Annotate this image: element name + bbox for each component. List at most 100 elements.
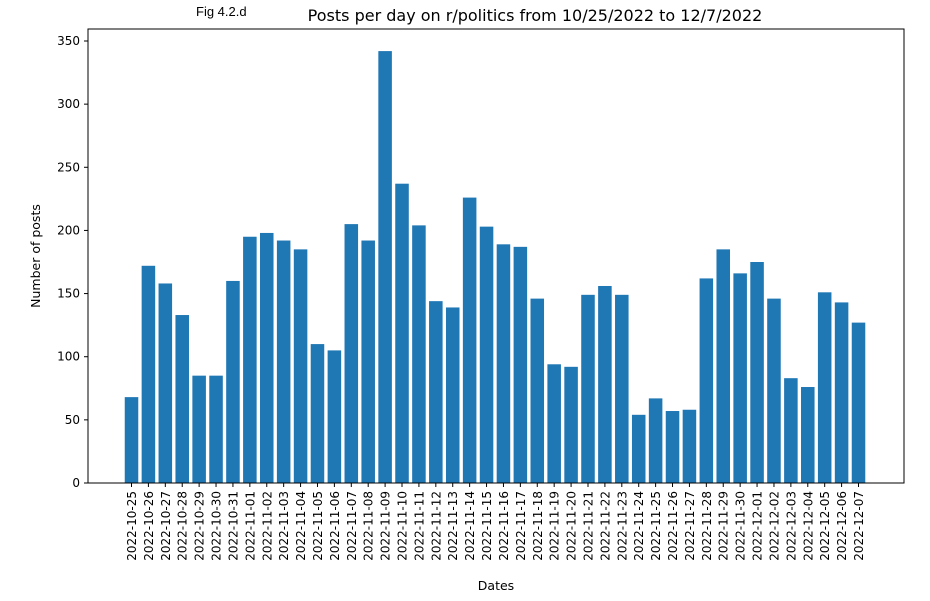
y-tick-label: 250 xyxy=(57,160,80,174)
x-tick-label: 2022-11-09 xyxy=(379,491,393,561)
x-tick-label: 2022-11-21 xyxy=(581,491,595,561)
bar-2022-10-31 xyxy=(226,280,240,483)
x-axis: 2022-10-25 2022-10-26 2022-10-27 2022-10-28… xyxy=(125,483,866,561)
bar-2022-11-11 xyxy=(412,225,426,483)
bar-2022-11-19 xyxy=(547,364,561,483)
bar-2022-12-07 xyxy=(851,322,866,483)
bar-2022-11-16 xyxy=(496,244,511,483)
x-tick-label: 2022-10-29 xyxy=(193,491,207,561)
x-tick-label: 2022-11-16 xyxy=(497,491,511,561)
x-tick-label: 2022-12-06 xyxy=(835,491,849,561)
x-tick-label: 2022-12-05 xyxy=(818,491,832,561)
x-tick-label: 2022-11-28 xyxy=(700,491,714,561)
bar-2022-12-05 xyxy=(817,292,832,483)
bar-2022-10-26 xyxy=(141,265,156,483)
bar-2022-10-25 xyxy=(124,397,139,483)
bar-2022-11-18 xyxy=(530,298,545,483)
y-tick-label: 150 xyxy=(57,287,80,301)
x-tick-label: 2022-11-03 xyxy=(277,491,291,561)
x-tick-label: 2022-12-07 xyxy=(852,491,866,561)
x-tick-label: 2022-12-01 xyxy=(751,491,765,561)
x-tick-label: 2022-12-02 xyxy=(767,491,781,561)
bar-2022-11-22 xyxy=(598,285,612,483)
bar-2022-10-30 xyxy=(209,375,223,483)
y-tick-label: 200 xyxy=(57,223,80,237)
bar-2022-11-29 xyxy=(716,249,731,483)
bar-2022-11-27 xyxy=(682,409,697,483)
bar-2022-10-27 xyxy=(158,283,173,483)
x-tick-label: 2022-10-27 xyxy=(159,491,173,561)
bars-layer xyxy=(124,51,866,484)
bar-2022-11-03 xyxy=(276,240,291,483)
bar-2022-11-02 xyxy=(259,232,274,483)
x-tick-label: 2022-11-22 xyxy=(598,491,612,561)
x-tick-label: 2022-11-26 xyxy=(666,491,680,561)
y-axis: 0 50 100 150 200 250 300 350 xyxy=(57,34,88,490)
y-tick-label: 350 xyxy=(57,34,80,48)
bar-2022-11-21 xyxy=(581,294,595,483)
bar-2022-11-05 xyxy=(310,344,325,483)
x-tick-label: 2022-11-19 xyxy=(548,491,562,561)
bar-2022-11-14 xyxy=(462,197,477,483)
y-tick-label: 50 xyxy=(65,413,80,427)
x-tick-label: 2022-11-14 xyxy=(463,491,477,561)
x-tick-label: 2022-11-07 xyxy=(345,491,359,561)
y-tick-label: 100 xyxy=(57,350,80,364)
bar-2022-12-06 xyxy=(834,302,849,483)
y-tick-label: 0 xyxy=(72,476,80,490)
x-tick-label: 2022-11-23 xyxy=(615,491,629,561)
x-tick-label: 2022-10-28 xyxy=(176,491,190,561)
x-tick-label: 2022-10-30 xyxy=(210,491,224,561)
x-tick-label: 2022-11-10 xyxy=(396,491,410,561)
bar-2022-11-06 xyxy=(327,350,342,483)
bar-2022-11-20 xyxy=(564,366,578,483)
x-tick-label: 2022-11-04 xyxy=(294,491,308,561)
bar-2022-11-07 xyxy=(344,224,359,484)
x-tick-label: 2022-11-24 xyxy=(632,491,646,561)
x-tick-label: 2022-11-12 xyxy=(429,491,443,561)
x-tick-label: 2022-11-25 xyxy=(649,491,663,561)
chart-title: Posts per day on r/politics from 10/25/2… xyxy=(308,6,763,25)
bar-2022-11-30 xyxy=(733,273,747,483)
y-tick-label: 300 xyxy=(57,97,80,111)
x-tick-label: 2022-10-31 xyxy=(226,491,240,561)
bar-2022-11-24 xyxy=(631,414,646,483)
x-tick-label: 2022-11-02 xyxy=(260,491,274,561)
bar-2022-11-12 xyxy=(429,301,443,483)
x-tick-label: 2022-11-27 xyxy=(683,491,697,561)
bar-2022-11-25 xyxy=(648,398,663,483)
x-tick-label: 2022-11-15 xyxy=(480,491,494,561)
x-tick-label: 2022-10-26 xyxy=(142,491,156,561)
x-tick-label: 2022-12-03 xyxy=(784,491,798,561)
bar-2022-12-01 xyxy=(750,262,764,483)
x-tick-label: 2022-11-01 xyxy=(243,491,257,561)
bar-2022-11-23 xyxy=(615,294,629,483)
bar-2022-11-15 xyxy=(479,226,494,483)
x-tick-label: 2022-11-17 xyxy=(514,491,528,561)
x-tick-label: 2022-12-04 xyxy=(801,491,815,561)
x-tick-label: 2022-11-18 xyxy=(531,491,545,561)
x-tick-label: 2022-11-29 xyxy=(717,491,731,561)
x-tick-label: 2022-11-30 xyxy=(734,491,748,561)
bar-2022-11-26 xyxy=(665,411,680,483)
bar-2022-11-01 xyxy=(243,236,257,483)
bar-2022-12-03 xyxy=(784,378,798,483)
y-axis-label: Number of posts xyxy=(28,204,43,308)
x-tick-label: 2022-11-05 xyxy=(311,491,325,561)
bar-2022-11-08 xyxy=(361,240,375,483)
bar-2022-12-02 xyxy=(767,298,781,483)
bar-2022-12-04 xyxy=(801,387,815,483)
bar-2022-11-10 xyxy=(395,183,409,483)
x-tick-label: 2022-10-25 xyxy=(125,491,139,561)
bar-2022-11-17 xyxy=(513,246,528,483)
x-tick-label: 2022-11-06 xyxy=(328,491,342,561)
bar-2022-10-28 xyxy=(175,315,189,483)
bar-2022-11-09 xyxy=(378,51,392,483)
x-tick-label: 2022-11-13 xyxy=(446,491,460,561)
plot-frame xyxy=(87,28,905,484)
x-tick-label: 2022-11-11 xyxy=(412,491,426,561)
bar-2022-11-13 xyxy=(445,307,460,483)
bar-2022-11-04 xyxy=(293,249,308,483)
x-tick-label: 2022-11-08 xyxy=(362,491,376,561)
